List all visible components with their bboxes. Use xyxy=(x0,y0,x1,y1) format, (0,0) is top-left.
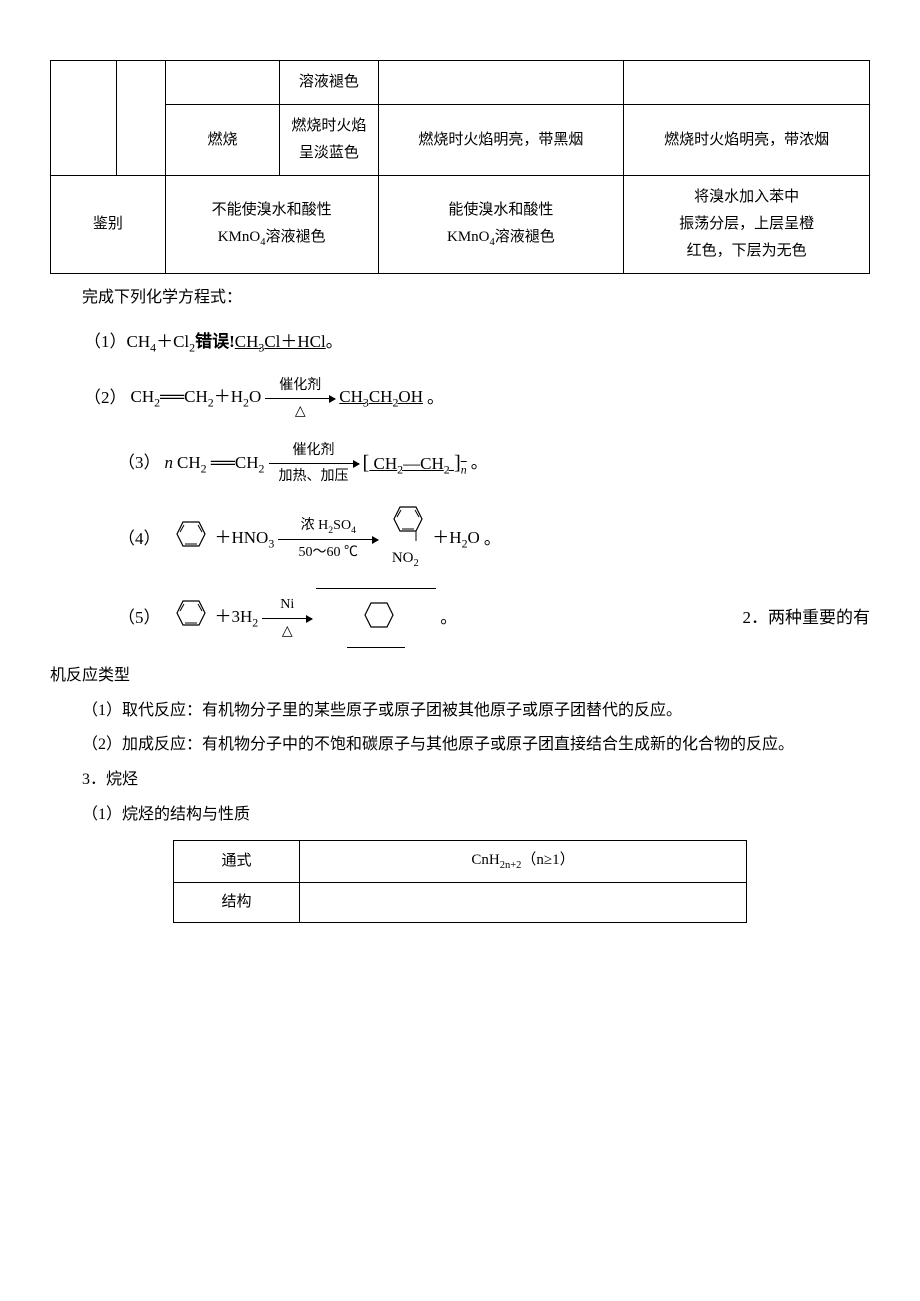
cell: CnH2n+2（n≥1） xyxy=(300,840,747,882)
intro-text: 完成下列化学方程式： xyxy=(50,284,870,313)
eq-label: （5） xyxy=(118,603,161,634)
error-text: 错误! xyxy=(195,332,235,351)
eq-label: （3） xyxy=(118,448,161,479)
nitrobenzene-icon: NO2 xyxy=(382,503,428,574)
heading-3: 3．烷烃 xyxy=(50,766,870,795)
cell xyxy=(300,882,747,922)
cell: 能使溴水和酸性KMnO4溶液褪色 xyxy=(378,176,624,274)
table-row: 鉴别 不能使溴水和酸性KMnO4溶液褪色 能使溴水和酸性KMnO4溶液褪色 将溴… xyxy=(51,176,870,274)
para-3: （1）烷烃的结构与性质 xyxy=(50,801,870,830)
cell: 燃烧时火焰明亮，带黑烟 xyxy=(378,105,624,176)
equation-2: （2） CH2══CH2＋H2O 催化剂 △ CH3CH2OH。 xyxy=(84,373,870,424)
cell xyxy=(378,61,624,105)
cell xyxy=(165,61,280,105)
para-addition: （2）加成反应：有机物分子中的不饱和碳原子与其他原子或原子团直接结合生成新的化合… xyxy=(50,731,870,760)
heading-2-cont: 机反应类型 xyxy=(50,662,870,691)
cyclohexane-icon xyxy=(316,588,436,648)
cell: 燃烧时火焰呈淡蓝色 xyxy=(280,105,378,176)
benzene-icon xyxy=(165,514,211,565)
cell xyxy=(51,61,117,176)
benzene-icon xyxy=(165,593,211,644)
equation-3: （3） nCH2 ══CH2 催化剂 加热、加压 [ CH2—CH2 ]n 。 xyxy=(118,438,870,489)
eq-label: （2） xyxy=(84,383,127,414)
equation-4: （4） ＋HNO3 浓 H2SO4 50～60 ℃ NO2 xyxy=(118,503,870,574)
table-row: 通式 CnH2n+2（n≥1） xyxy=(174,840,747,882)
cell: 燃烧时火焰明亮，带浓烟 xyxy=(624,105,870,176)
table-row: 结构 xyxy=(174,882,747,922)
reaction-arrow: Ni △ xyxy=(262,592,312,643)
para-substitution: （1）取代反应：有机物分子里的某些原子或原子团被其他原子或原子团替代的反应。 xyxy=(50,697,870,726)
eq-label: （1） xyxy=(84,332,127,351)
reaction-arrow: 浓 H2SO4 50～60 ℃ xyxy=(278,513,378,566)
cell: 通式 xyxy=(174,840,300,882)
cell xyxy=(624,61,870,105)
cell: 将溴水加入苯中振荡分层，上层呈橙红色，下层为无色 xyxy=(624,176,870,274)
reaction-arrow: 催化剂 加热、加压 xyxy=(269,438,359,489)
alkane-table: 通式 CnH2n+2（n≥1） 结构 xyxy=(173,840,747,923)
reaction-arrow: 催化剂 △ xyxy=(265,373,335,424)
comparison-table: 溶液褪色 燃烧 燃烧时火焰呈淡蓝色 燃烧时火焰明亮，带黑烟 燃烧时火焰明亮，带浓… xyxy=(50,60,870,274)
equation-5: （5） ＋3H2 Ni △ 。 2．两种重要的有 xyxy=(118,588,870,648)
equation-1: （1）CH4＋Cl2错误!CH3Cl＋HCl。 xyxy=(84,327,870,359)
table-row: 燃烧 燃烧时火焰呈淡蓝色 燃烧时火焰明亮，带黑烟 燃烧时火焰明亮，带浓烟 xyxy=(51,105,870,176)
heading-2: 2．两种重要的有 xyxy=(743,603,871,634)
eq-label: （4） xyxy=(118,524,161,555)
cell: 鉴别 xyxy=(51,176,166,274)
cell xyxy=(116,61,165,176)
cell: 燃烧 xyxy=(165,105,280,176)
cell: 结构 xyxy=(174,882,300,922)
cell: 溶液褪色 xyxy=(280,61,378,105)
table-row: 溶液褪色 xyxy=(51,61,870,105)
cell: 不能使溴水和酸性KMnO4溶液褪色 xyxy=(165,176,378,274)
